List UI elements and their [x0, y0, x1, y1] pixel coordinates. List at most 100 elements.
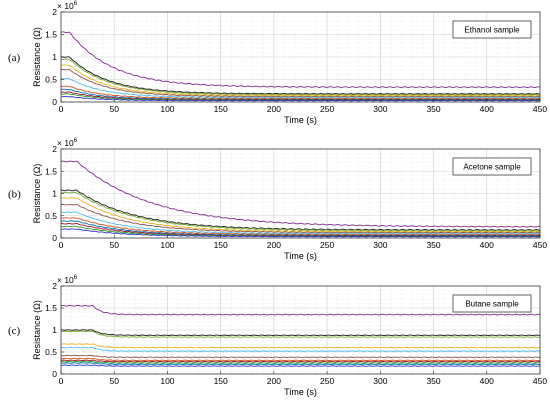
x-tick-label: 0 [59, 376, 64, 386]
y-exponent-label: × 106 [57, 275, 78, 285]
legend: Acetone sample [452, 157, 532, 176]
x-axis-label: Time (s) [284, 387, 317, 397]
series-line [60, 56, 541, 95]
panel-letter: (a) [8, 52, 21, 64]
series-line [60, 64, 541, 97]
series-line [60, 95, 541, 102]
series-line [60, 359, 541, 363]
x-tick-label: 400 [480, 104, 494, 114]
x-tick-label: 150 [214, 104, 228, 114]
x-tick-label: 150 [214, 376, 228, 386]
x-tick-label: 300 [373, 240, 387, 250]
series-line [60, 354, 541, 358]
y-tick-label: 2 [52, 7, 57, 17]
x-tick-label: 300 [373, 376, 387, 386]
x-tick-label: 250 [320, 376, 334, 386]
legend-box [452, 20, 532, 39]
x-tick-label: 250 [320, 104, 334, 114]
series-line [60, 217, 541, 236]
x-axis-label: Time (s) [284, 115, 317, 125]
series-line [60, 346, 541, 352]
y-tick-label: 0 [52, 369, 57, 379]
y-tick-label: 0 [52, 97, 57, 107]
x-tick-label: 250 [320, 240, 334, 250]
x-tick-label: 50 [109, 240, 119, 250]
legend-text: Butane sample [465, 300, 519, 309]
x-tick-label: 100 [160, 240, 174, 250]
series-group [60, 304, 541, 367]
series-line [60, 211, 541, 235]
y-axis-label: Resistance (Ω) [32, 164, 42, 224]
y-axis-label: Resistance (Ω) [32, 300, 42, 360]
series-line [60, 360, 541, 364]
x-tick-label: 300 [373, 104, 387, 114]
x-tick-label: 150 [214, 240, 228, 250]
x-axis-label: Time (s) [284, 251, 317, 261]
panel-letter: (b) [8, 189, 21, 201]
y-exponent-label: × 106 [57, 138, 78, 148]
legend-text: Acetone sample [463, 163, 521, 172]
series-line [60, 220, 541, 237]
series-line [60, 77, 541, 99]
y-exponent-label: × 106 [57, 1, 78, 11]
legend-box [452, 294, 532, 313]
y-tick-label: 2 [52, 281, 57, 291]
x-tick-label: 200 [267, 376, 281, 386]
panel-1: 0 50 100 150 200 250 300 350 400 450 0 0.5 1 1.5 2× 10… [8, 1, 547, 125]
y-tick-label: 1 [52, 189, 57, 199]
x-tick-label: 50 [109, 376, 119, 386]
x-tick-label: 400 [480, 376, 494, 386]
x-tick-label: 450 [533, 240, 547, 250]
series-line [60, 68, 541, 98]
series-line [60, 88, 541, 101]
x-tick-label: 0 [59, 104, 64, 114]
y-tick-label: 1.5 [45, 30, 57, 40]
x-tick-label: 50 [109, 104, 119, 114]
legend-text: Ethanol sample [464, 26, 520, 35]
series-line [60, 343, 541, 349]
x-tick-label: 200 [267, 104, 281, 114]
panel-letter: (c) [8, 325, 21, 337]
y-tick-label: 0.5 [45, 75, 57, 85]
series-line [60, 58, 541, 96]
y-tick-label: 2 [52, 144, 57, 154]
series-line [60, 329, 541, 336]
x-tick-label: 450 [533, 104, 547, 114]
y-tick-label: 1 [52, 325, 57, 335]
y-tick-label: 0.5 [45, 211, 57, 221]
panel-2: 0 50 100 150 200 250 300 350 400 450 0 0.5 1 1.5 2× 10… [8, 138, 547, 261]
y-tick-label: 1.5 [45, 303, 57, 313]
series-group [60, 31, 541, 102]
x-tick-label: 200 [267, 240, 281, 250]
y-tick-label: 0 [52, 233, 57, 243]
series-line [60, 197, 541, 233]
series-line [60, 330, 541, 338]
x-tick-label: 450 [533, 376, 547, 386]
y-tick-label: 1 [52, 52, 57, 62]
series-line [60, 357, 541, 362]
series-line [60, 31, 541, 89]
y-tick-label: 0.5 [45, 347, 57, 357]
y-axis-label: Resistance (Ω) [32, 27, 42, 87]
y-tick-label: 1.5 [45, 166, 57, 176]
series-line [60, 228, 541, 238]
series-line [60, 85, 541, 100]
x-tick-label: 100 [160, 376, 174, 386]
legend: Butane sample [452, 294, 532, 313]
x-tick-label: 100 [160, 104, 174, 114]
series-line [60, 160, 541, 228]
x-tick-label: 350 [426, 240, 440, 250]
series-group [60, 160, 541, 238]
series-line [60, 203, 541, 234]
legend: Ethanol sample [452, 20, 532, 39]
series-line [60, 362, 541, 366]
x-tick-label: 350 [426, 376, 440, 386]
x-tick-label: 0 [59, 240, 64, 250]
legend-box [452, 157, 532, 176]
series-line [60, 304, 541, 316]
panel-3: 0 50 100 150 200 250 300 350 400 450 0 0.5 1 1.5 2× 10… [8, 275, 547, 397]
series-line [60, 364, 541, 367]
x-tick-label: 400 [480, 240, 494, 250]
x-tick-label: 350 [426, 104, 440, 114]
